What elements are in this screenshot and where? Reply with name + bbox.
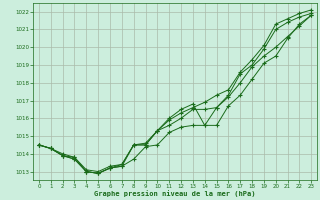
X-axis label: Graphe pression niveau de la mer (hPa): Graphe pression niveau de la mer (hPa)	[94, 190, 256, 197]
